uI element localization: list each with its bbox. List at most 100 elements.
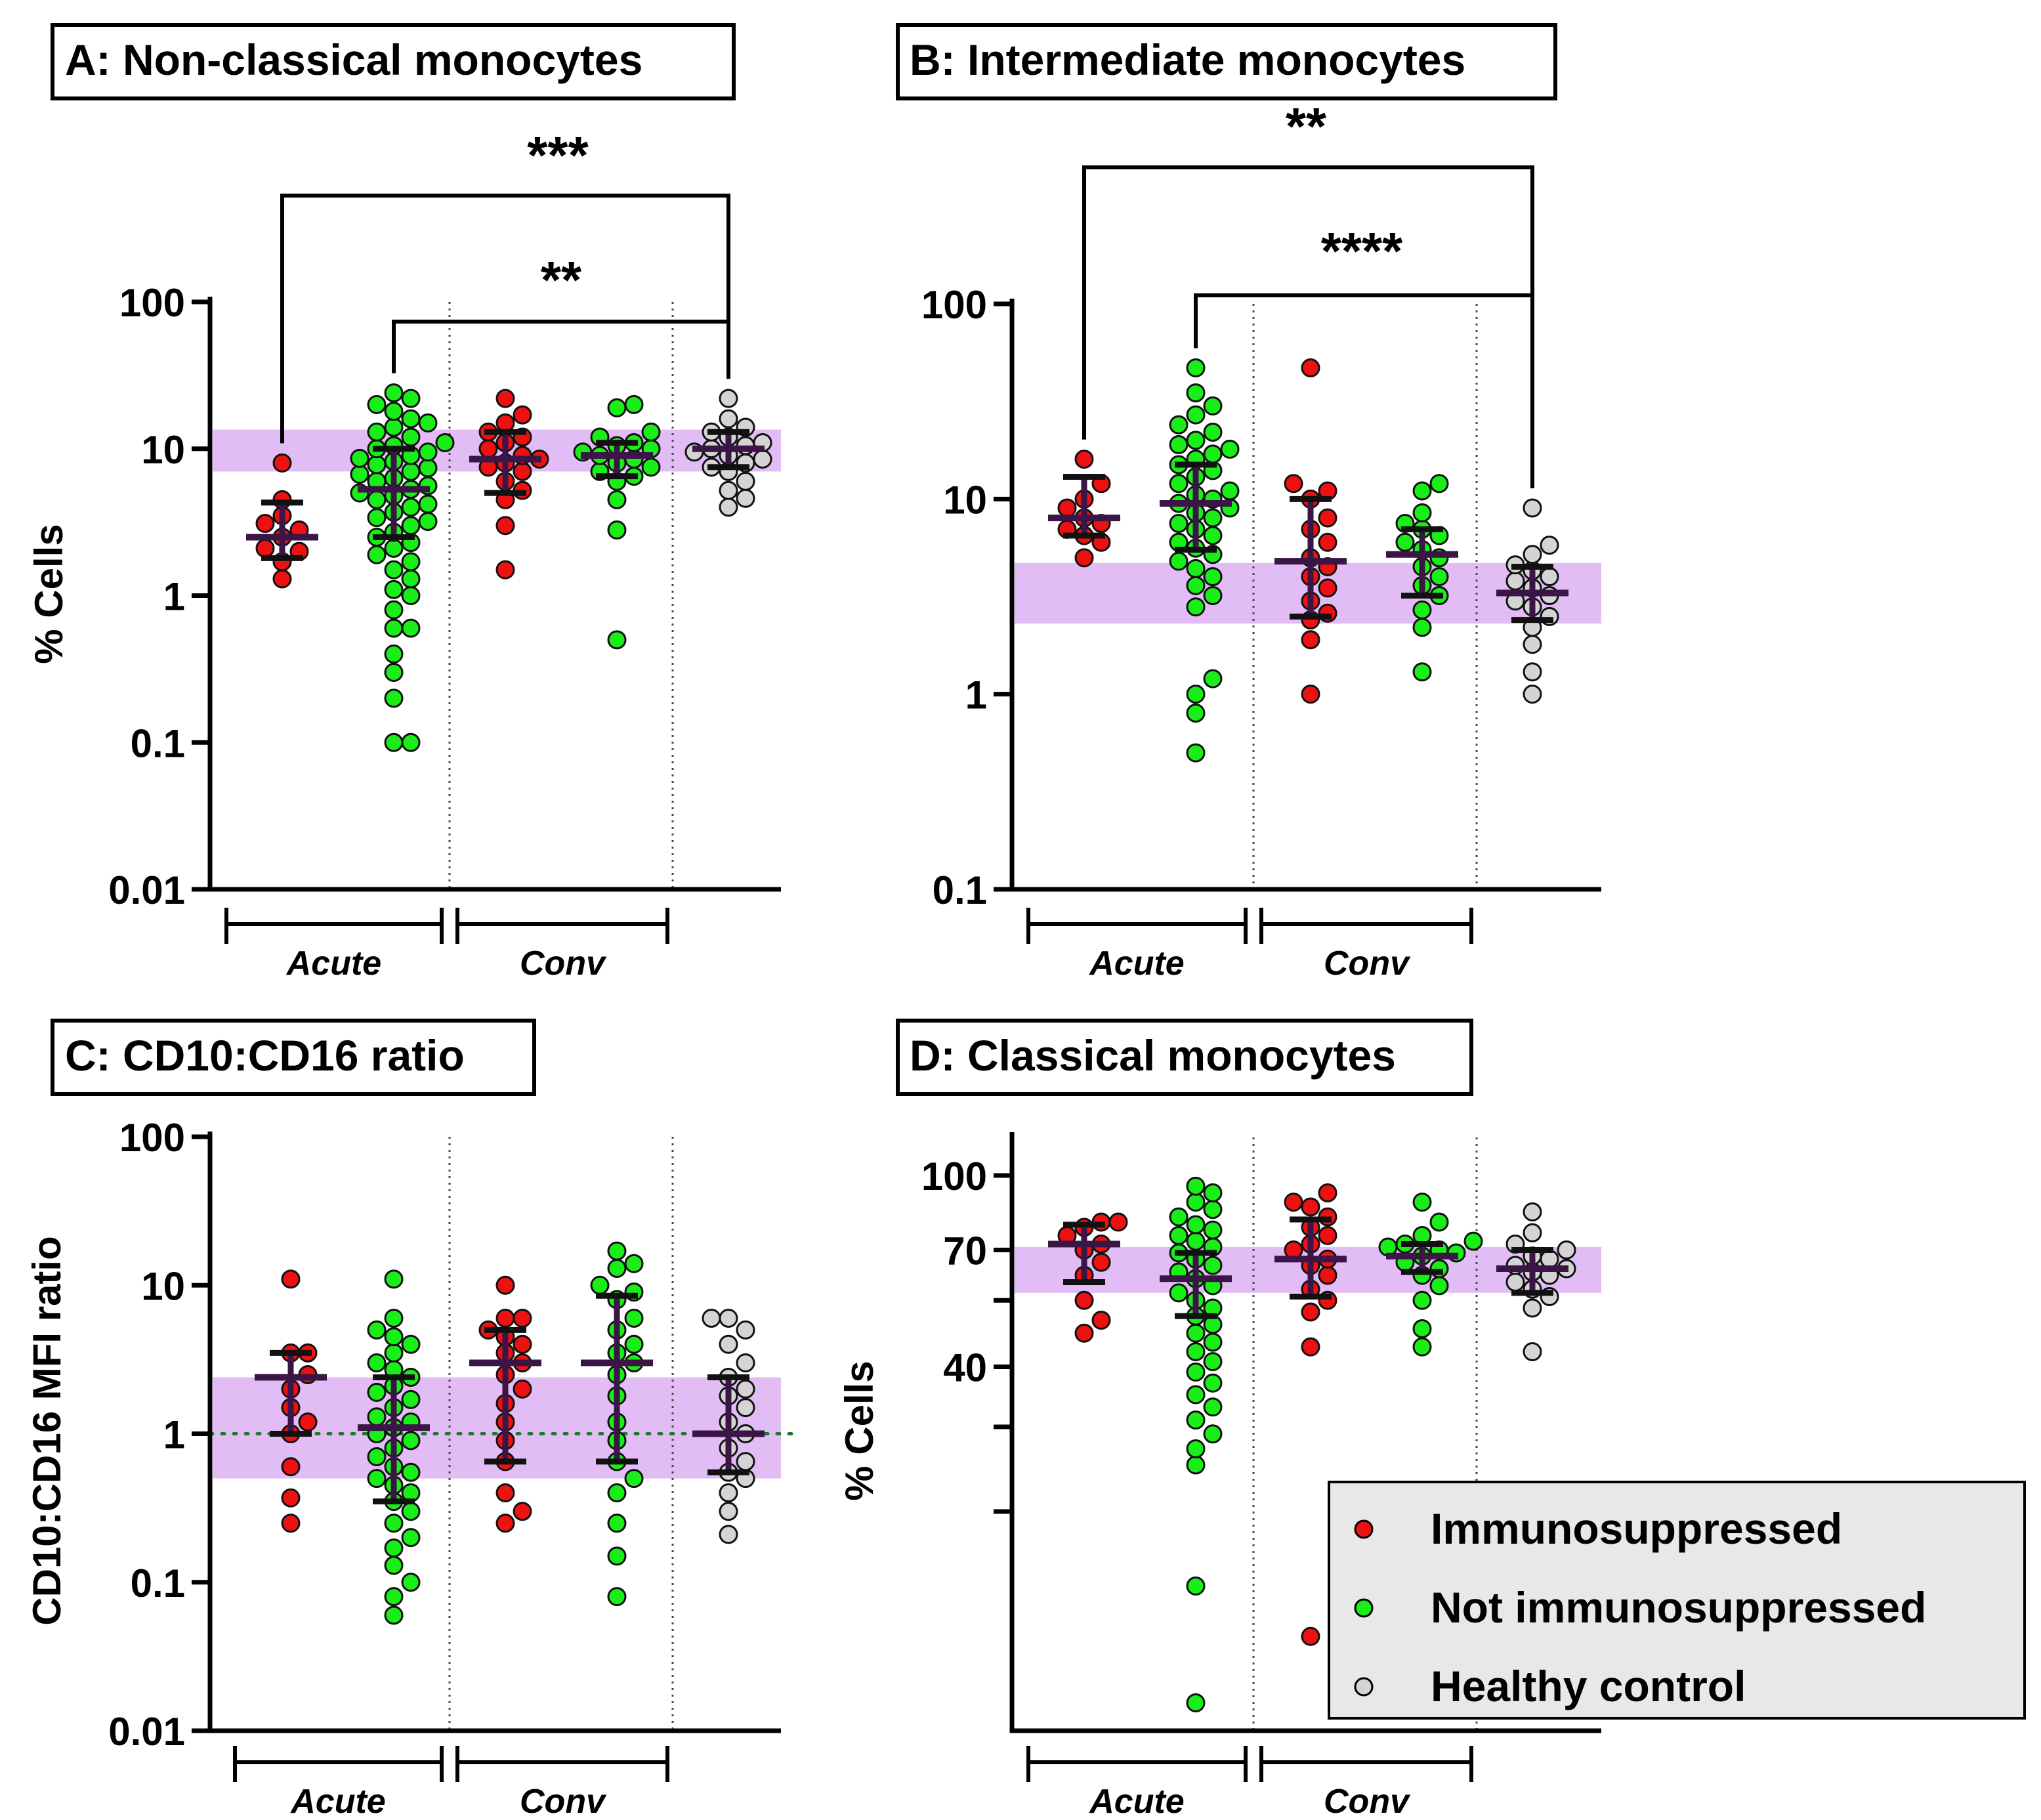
- panel-a-point: [401, 552, 421, 572]
- panel-d-ylabel: % Cells: [837, 1361, 881, 1500]
- panel-a-point: [401, 409, 421, 429]
- panel-a-errorbar-4: [581, 439, 653, 480]
- panel-d-point: [1186, 1576, 1206, 1596]
- panel-b-y-tick-label-1: 100: [921, 283, 987, 327]
- panel-d-point: [1301, 1302, 1320, 1322]
- panel-b-point: [1203, 669, 1223, 688]
- legend-label-immunosuppressed: Immunosuppressed: [1431, 1504, 1842, 1553]
- panel-a-group-label-conv: Conv: [520, 944, 607, 983]
- panel-d-point: [1540, 1249, 1559, 1269]
- panel-c-errorbar-2: [358, 1374, 430, 1505]
- panel-c-plot: 100 10 1 0.1 0.01 Acute Conv: [108, 1116, 796, 1820]
- panel-a-point: [401, 461, 421, 481]
- panel-b-point: [1186, 431, 1206, 450]
- panel-c-point: [607, 1258, 627, 1278]
- panel-c-point: [384, 1308, 404, 1328]
- panel-b-point: [1169, 551, 1189, 571]
- panel-b-point: [1523, 498, 1542, 518]
- panel-a-point: [350, 465, 369, 484]
- panel-b-errorbar-1: [1048, 473, 1120, 539]
- panel-c-point: [384, 1327, 404, 1347]
- panel-a: A: Non-classical monocytes % Cells 10010…: [27, 23, 781, 983]
- panel-c-point: [367, 1407, 387, 1427]
- panel-a-point: [513, 405, 532, 425]
- panel-b-point: [1523, 685, 1542, 704]
- panel-b-errorbar-3: [1274, 496, 1347, 620]
- panel-d-point: [1318, 1265, 1337, 1285]
- panel-d-errorbar-5: [1496, 1246, 1568, 1296]
- panel-d-title-box: [896, 1019, 1473, 1096]
- panel-a-y-tick-label-1: 100: [119, 281, 185, 325]
- panel-b-point: [1523, 662, 1542, 682]
- panel-d-point: [1412, 1337, 1432, 1357]
- panel-a-point: [753, 450, 772, 469]
- panel-b-y-tick-label-2: 10: [943, 478, 987, 522]
- panel-c-series-5: [702, 1308, 755, 1544]
- panel-c-point: [624, 1308, 644, 1328]
- panel-d-point: [1186, 1385, 1206, 1405]
- panel-d-point: [1557, 1240, 1576, 1259]
- panel-a-significance-bracket-2: [392, 320, 730, 379]
- panel-d-point: [1301, 1337, 1320, 1357]
- panel-a-point: [736, 488, 755, 508]
- panel-d-point: [1186, 1231, 1206, 1251]
- panel-c-point: [495, 1308, 515, 1328]
- panel-a-point: [255, 514, 275, 534]
- panel-c-point: [367, 1353, 387, 1373]
- panel-a-point: [384, 538, 404, 558]
- panel-d-point: [1505, 1273, 1525, 1292]
- panel-c-point: [401, 1528, 421, 1548]
- panel-b-group-label-conv: Conv: [1324, 944, 1411, 983]
- panel-a-point: [384, 383, 404, 403]
- panel-a-significance-1: ***: [527, 126, 589, 184]
- panel-c-point: [367, 1469, 387, 1489]
- panel-b-point: [1186, 559, 1206, 578]
- panel-b-point: [1395, 532, 1415, 552]
- panel-a-point: [272, 453, 292, 473]
- panel-a-point: [418, 511, 438, 531]
- panel-d-point: [1203, 1256, 1223, 1275]
- panel-c-point: [495, 1483, 515, 1503]
- panel-b-point: [1203, 508, 1223, 528]
- panel-c-point: [367, 1382, 387, 1402]
- panel-c-point: [719, 1334, 738, 1354]
- panel-c-errorbar-5: [692, 1374, 765, 1475]
- panel-a-point: [418, 442, 438, 462]
- panel-c-point: [702, 1308, 721, 1328]
- panel-a-point: [367, 455, 387, 475]
- panel-a-point: [607, 490, 627, 509]
- legend: Immunosuppressed Not immunosuppressed He…: [1328, 1481, 2026, 1720]
- panel-a-group-label-acute: Acute: [285, 944, 381, 983]
- panel-c-point: [736, 1353, 755, 1373]
- legend-marker-healthy-control: [1354, 1677, 1374, 1697]
- panel-a-point: [384, 618, 404, 638]
- panel-c-y-tick-label-5: 0.01: [108, 1710, 185, 1754]
- panel-b-point: [1412, 600, 1432, 620]
- panel-a-point: [384, 645, 404, 664]
- panel-c-point: [401, 1431, 421, 1450]
- panel-c-ylabel: CD10:CD16 MFI ratio: [25, 1236, 69, 1625]
- panel-a-point: [367, 394, 387, 414]
- panel-d-point: [1186, 1363, 1206, 1382]
- panel-c-point: [401, 1573, 421, 1592]
- legend-label-not-immunosuppressed: Not immunosuppressed: [1431, 1583, 1926, 1632]
- panel-a-point: [513, 461, 532, 481]
- panel-d-point: [1091, 1252, 1111, 1272]
- panel-b-point: [1412, 503, 1432, 522]
- panel-b-point: [1074, 548, 1094, 568]
- panel-a-errorbar-2: [358, 446, 430, 540]
- panel-c-point: [281, 1457, 301, 1477]
- panel-b-point: [1412, 481, 1432, 501]
- panel-c-point: [736, 1452, 755, 1471]
- panel-d-errorbar-2: [1160, 1250, 1232, 1319]
- panel-b-point: [1186, 405, 1206, 425]
- panel-d-point: [1429, 1276, 1449, 1296]
- panel-a-point: [418, 458, 438, 478]
- panel-c-point: [384, 1538, 404, 1558]
- panel-a-title-box: [51, 23, 736, 100]
- panel-b-point: [1203, 396, 1223, 415]
- panel-c-group-label-conv: Conv: [520, 1783, 607, 1820]
- panel-d-errorbar-4: [1386, 1241, 1458, 1275]
- panel-b-point: [1505, 571, 1525, 591]
- panel-c-point: [719, 1308, 738, 1328]
